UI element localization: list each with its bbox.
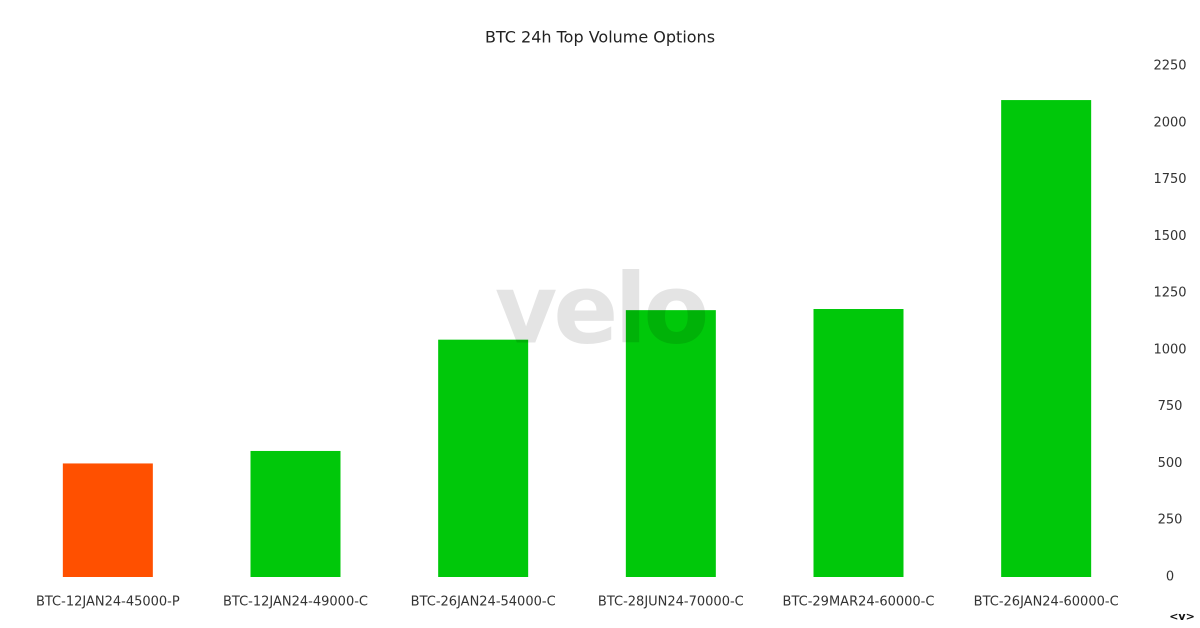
y-tick-label: 0 (1166, 570, 1174, 585)
watermark: velo (495, 253, 706, 365)
logo: <v> (1169, 610, 1195, 623)
bar (438, 339, 529, 577)
y-tick-label: 500 (1158, 456, 1183, 471)
y-tick-label: 250 (1158, 513, 1183, 528)
y-tick-label: 2250 (1153, 59, 1186, 74)
bar (62, 463, 153, 577)
y-tick-label: 1000 (1153, 342, 1186, 357)
y-tick-label: 1500 (1153, 229, 1186, 244)
bar (625, 310, 716, 577)
bar (1001, 100, 1092, 578)
chart-title: BTC 24h Top Volume Options (485, 28, 715, 47)
x-tick-label: BTC-26JAN24-60000-C (974, 595, 1119, 610)
bar (250, 450, 341, 577)
x-tick-label: BTC-28JUN24-70000-C (598, 595, 744, 610)
y-tick-label: 1750 (1153, 172, 1186, 187)
y-tick-label: 2000 (1153, 115, 1186, 130)
y-tick-label: 1250 (1153, 286, 1186, 301)
x-tick-label: BTC-12JAN24-49000-C (223, 595, 368, 610)
y-tick-label: 750 (1158, 399, 1183, 414)
bar (813, 309, 904, 577)
x-tick-label: BTC-12JAN24-45000-P (36, 595, 180, 610)
x-tick-label: BTC-26JAN24-54000-C (411, 595, 556, 610)
x-tick-label: BTC-29MAR24-60000-C (783, 595, 935, 610)
